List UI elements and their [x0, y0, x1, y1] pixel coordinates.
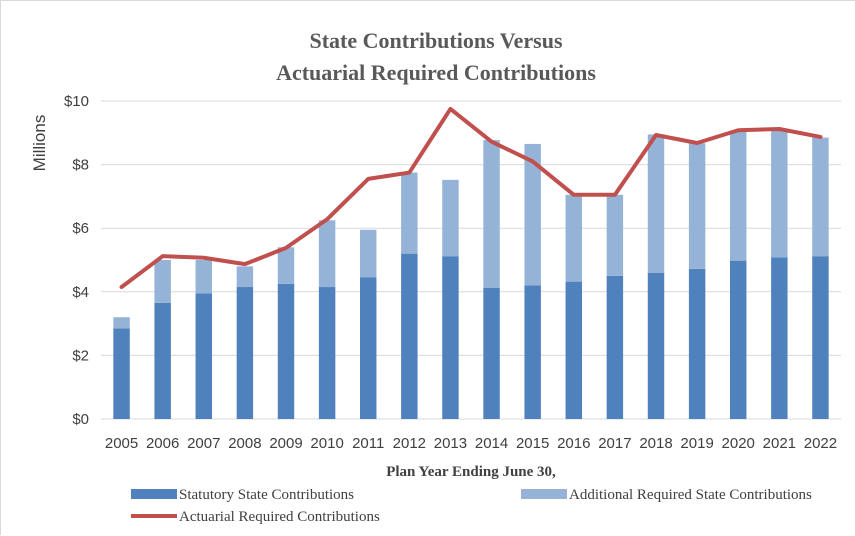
- bar-statutory: [771, 257, 788, 419]
- y-axis-label: Millions: [30, 115, 49, 172]
- x-tick-label: 2008: [228, 435, 261, 452]
- legend-label: Additional Required State Contributions: [569, 487, 812, 503]
- x-tick-label: 2016: [557, 435, 590, 452]
- x-tick-label: 2017: [598, 435, 631, 452]
- chart-title-line-2: Actuarial Required Contributions: [276, 60, 596, 85]
- x-tick-label: 2015: [516, 435, 549, 452]
- bar-additional: [360, 229, 377, 278]
- legend-swatch: [521, 489, 567, 499]
- x-tick-label: 2021: [763, 435, 796, 452]
- bar-additional: [195, 260, 212, 294]
- bar-additional: [606, 194, 624, 276]
- y-tick-label: $10: [64, 93, 89, 110]
- bar-additional: [730, 131, 747, 261]
- y-tick-label: $6: [72, 220, 89, 237]
- bar-additional: [154, 260, 171, 303]
- bar-additional: [318, 220, 336, 288]
- bar-statutory: [565, 281, 582, 419]
- x-axis-label: Plan Year Ending June 30,: [386, 464, 556, 480]
- bar-statutory: [483, 287, 500, 419]
- bar-statutory: [154, 302, 171, 419]
- y-tick-label: $4: [72, 284, 89, 301]
- bar-statutory: [606, 275, 624, 419]
- bar-additional: [688, 143, 706, 269]
- legend-label: Statutory State Contributions: [179, 487, 354, 503]
- x-tick-label: 2020: [722, 435, 755, 452]
- bar-additional: [442, 179, 459, 257]
- legend-label: Actuarial Required Contributions: [179, 509, 380, 525]
- bar-additional: [565, 194, 582, 282]
- bar-statutory: [401, 253, 418, 419]
- legend: Statutory State Contributions Additional …: [131, 487, 812, 525]
- bar-additional: [113, 317, 130, 329]
- y-tick-label: $2: [72, 347, 89, 364]
- bar-additional: [647, 134, 665, 273]
- bar-statutory: [318, 287, 336, 419]
- x-tick-label: 2018: [639, 435, 672, 452]
- line-series: [119, 106, 823, 290]
- bar-statutory: [688, 268, 706, 419]
- bar-additional: [483, 140, 500, 288]
- x-tick-label: 2019: [680, 435, 713, 452]
- x-tick-label: 2013: [434, 435, 467, 452]
- x-tick-label: 2007: [187, 435, 220, 452]
- x-axis-ticks: 2005 2006 2007 2008 2009 2010 2011 2012 2013 2014…: [105, 435, 837, 452]
- bar-additional: [771, 129, 788, 258]
- x-tick-label: 2009: [269, 435, 302, 452]
- bar-additional: [277, 247, 295, 284]
- x-tick-label: 2022: [804, 435, 837, 452]
- bar-statutory: [730, 260, 747, 419]
- bar-statutory: [360, 277, 377, 419]
- actuarial-line: [119, 106, 823, 290]
- bar-additional: [401, 172, 418, 254]
- bar-statutory: [236, 287, 254, 419]
- x-tick-label: 2014: [475, 435, 508, 452]
- bar-statutory: [195, 293, 212, 419]
- bars: [113, 129, 829, 419]
- y-axis-ticks: $0 $2 $4 $6 $8 $10: [64, 93, 89, 428]
- y-tick-label: $0: [72, 411, 89, 428]
- x-tick-label: 2010: [310, 435, 343, 452]
- x-tick-label: 2011: [352, 435, 384, 452]
- x-tick-label: 2006: [146, 435, 179, 452]
- legend-swatch: [131, 489, 177, 499]
- bar-statutory: [524, 285, 541, 419]
- y-tick-label: $8: [72, 157, 89, 174]
- bar-statutory: [442, 256, 459, 419]
- bar-additional: [236, 266, 254, 288]
- bar-statutory: [113, 328, 130, 419]
- x-tick-label: 2005: [105, 435, 138, 452]
- gridlines: [101, 100, 841, 420]
- bar-statutory: [647, 272, 665, 419]
- bar-additional: [524, 143, 541, 286]
- bar-additional: [812, 137, 829, 257]
- bar-statutory: [812, 256, 829, 419]
- chart-title-line-1: State Contributions Versus: [309, 28, 562, 53]
- x-tick-label: 2012: [393, 435, 426, 452]
- bar-statutory: [277, 283, 295, 419]
